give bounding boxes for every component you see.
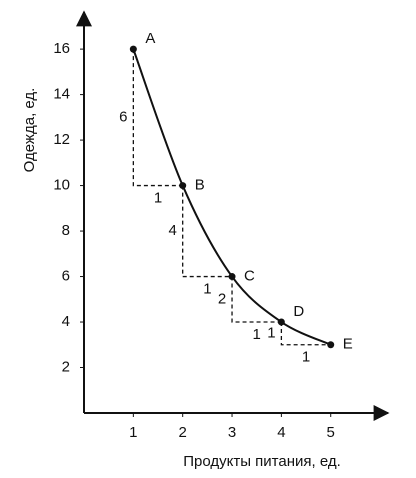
step-dx-label: 1: [302, 349, 310, 366]
step-dy-label: 1: [267, 324, 275, 341]
point: [129, 45, 137, 53]
x-tick-label: 1: [129, 424, 137, 441]
step-dy-label: 2: [218, 290, 226, 307]
step-dy-label: 4: [169, 222, 177, 239]
point-label: B: [195, 177, 205, 194]
step-dx-label: 1: [203, 281, 211, 298]
point: [277, 318, 285, 326]
x-tick-label: 3: [228, 424, 236, 441]
y-tick-label: 10: [53, 177, 70, 194]
point-label: A: [145, 30, 155, 47]
x-tick-label: 5: [327, 424, 335, 441]
y-tick-label: 6: [62, 268, 70, 285]
step-dx-label: 1: [253, 326, 261, 343]
step-dx-label: 1: [154, 190, 162, 207]
step-guide: [132, 49, 183, 187]
point-label: E: [343, 336, 353, 353]
x-axis-title: Продукты питания, ед.: [183, 453, 341, 470]
step-dy-label: 6: [119, 108, 127, 125]
curve: [132, 48, 332, 346]
point-label: D: [293, 303, 304, 320]
y-tick-label: 2: [62, 358, 70, 375]
point: [327, 341, 335, 349]
y-axis-title: Одежда, ед.: [21, 88, 38, 173]
step-guide: [182, 185, 233, 278]
y-tick-label: 16: [53, 40, 70, 57]
y-tick-label: 14: [53, 86, 70, 103]
point: [179, 182, 187, 190]
step-guide: [231, 276, 282, 323]
x-tick-label: 4: [277, 424, 285, 441]
point-label: C: [244, 268, 255, 285]
y-tick-label: 4: [62, 313, 70, 330]
point: [228, 273, 236, 281]
x-tick-label: 2: [179, 424, 187, 441]
y-tick-label: 12: [53, 131, 70, 148]
step-guide: [280, 322, 331, 346]
y-tick-label: 8: [62, 222, 70, 239]
